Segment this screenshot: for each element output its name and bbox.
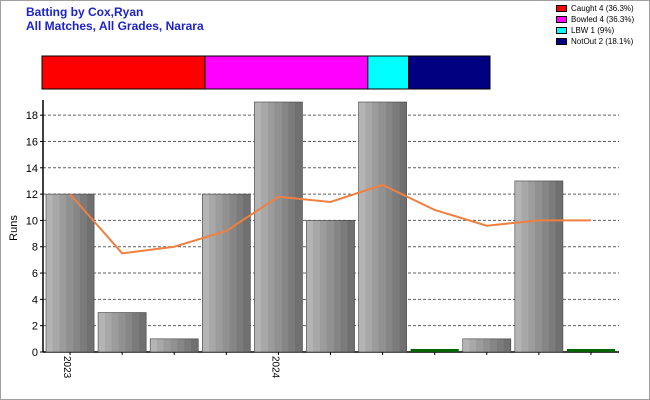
legend-label-notout: NotOut 2 (18.1%) [571,37,634,46]
runs-bar [97,312,147,353]
y-tick-label: 16 [26,136,38,148]
y-tick-label: 4 [32,294,38,306]
runs-bar [201,193,251,353]
runs-bar [462,338,512,353]
runs-bar [45,193,95,353]
average-line-path [69,183,591,255]
average-line [69,183,591,255]
runs-bar [149,338,199,353]
x-tick-label: 2023 [61,356,72,379]
chart-title: Batting by Cox,Ryan [26,5,144,19]
y-tick-label: 0 [32,347,38,359]
x-tick-label: 2024 [269,356,280,379]
runs-bar [410,349,459,352]
legend-swatch-bowled [556,16,567,23]
dismissal-segment-caught [41,55,206,90]
y-axis-ticks: 0 2 4 6 8 10 12 14 16 18 [26,110,43,359]
runs-bar [306,220,355,353]
x-axis-labels: 2023 2024 [61,356,280,379]
chart-subtitle: All Matches, All Grades, Narara [26,19,204,33]
y-tick-label: 2 [32,321,38,333]
runs-bars [45,101,615,355]
legend-label-bowled: Bowled 4 (36.3%) [571,15,635,24]
runs-bar [254,101,303,353]
y-tick-label: 12 [26,189,38,201]
runs-bar [358,101,407,353]
legend-label-lbw: LBW 1 (9%) [571,26,615,35]
legend-swatch-lbw [556,27,567,34]
y-tick-label: 14 [26,163,38,175]
runs-bar [514,180,564,353]
legend-swatch-notout [556,38,567,45]
dismissal-segment-lbw [367,55,410,90]
y-tick-label: 6 [32,268,38,280]
legend-label-caught: Caught 4 (36.3%) [571,4,634,13]
y-tick-label: 18 [26,110,38,122]
y-tick-label: 10 [26,215,38,227]
legend-swatch-caught [556,5,567,12]
dismissal-stacked-bar [41,55,491,90]
y-axis-label: Runs [8,215,20,241]
runs-bar [566,349,615,352]
dismissal-segment-bowled [204,55,369,90]
y-tick-label: 8 [32,242,38,254]
dismissal-segment-notout [408,55,491,90]
